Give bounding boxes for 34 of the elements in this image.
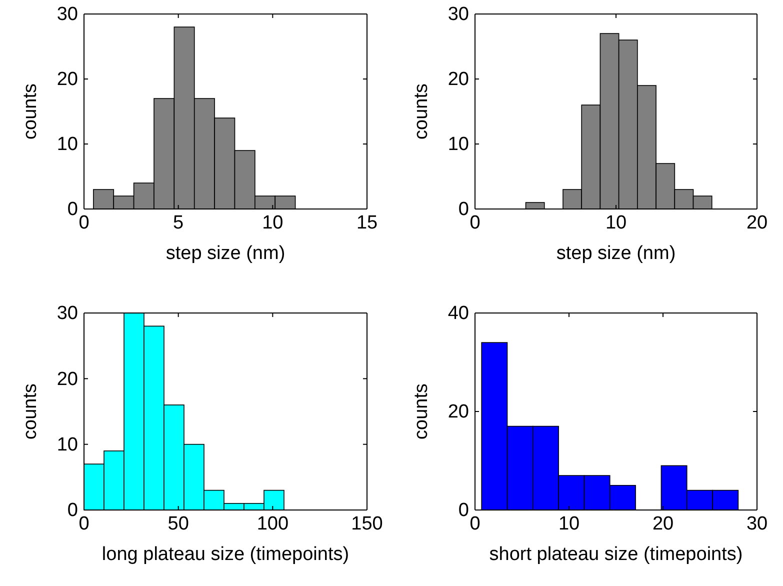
y-axis-title: counts [20,84,41,140]
y-tick-label: 20 [56,69,78,90]
x-tick-label: 15 [356,212,378,234]
y-tick-label: 0 [67,199,78,220]
y-tick-label: 30 [448,4,469,26]
x-tick-label: 50 [168,513,189,534]
x-axis-title: short plateau size (timepoints) [489,544,743,565]
x-axis-title: long plateau size (timepoints) [102,544,350,565]
x-axis-title: step size (nm) [166,243,286,264]
y-tick-label: 10 [448,134,469,156]
x-tick-label: 30 [746,513,768,534]
x-tick-label: 150 [351,513,383,534]
x-tick-label: 5 [173,212,184,234]
y-tick-label: 0 [67,500,78,522]
y-tick-label: 20 [448,402,469,423]
y-axis-title: counts [411,384,432,440]
y-axis-title: counts [20,384,41,440]
y-tick-label: 40 [448,303,469,324]
x-tick-label: 10 [262,212,284,234]
x-tick-label: 10 [558,513,580,534]
x-tick-label: 20 [652,513,674,534]
x-axis-title: step size (nm) [556,243,676,264]
x-tick-label: 10 [605,212,627,234]
y-tick-label: 10 [56,434,78,456]
y-tick-label: 30 [56,4,78,26]
x-tick-label: 100 [256,513,289,534]
y-tick-label: 10 [56,134,78,156]
y-tick-label: 20 [56,368,78,390]
y-tick-label: 30 [56,303,78,324]
y-tick-label: 0 [458,500,469,522]
y-tick-label: 20 [448,69,469,90]
y-axis-title: counts [411,84,432,140]
x-tick-label: 20 [746,212,768,234]
y-tick-label: 0 [458,199,469,220]
